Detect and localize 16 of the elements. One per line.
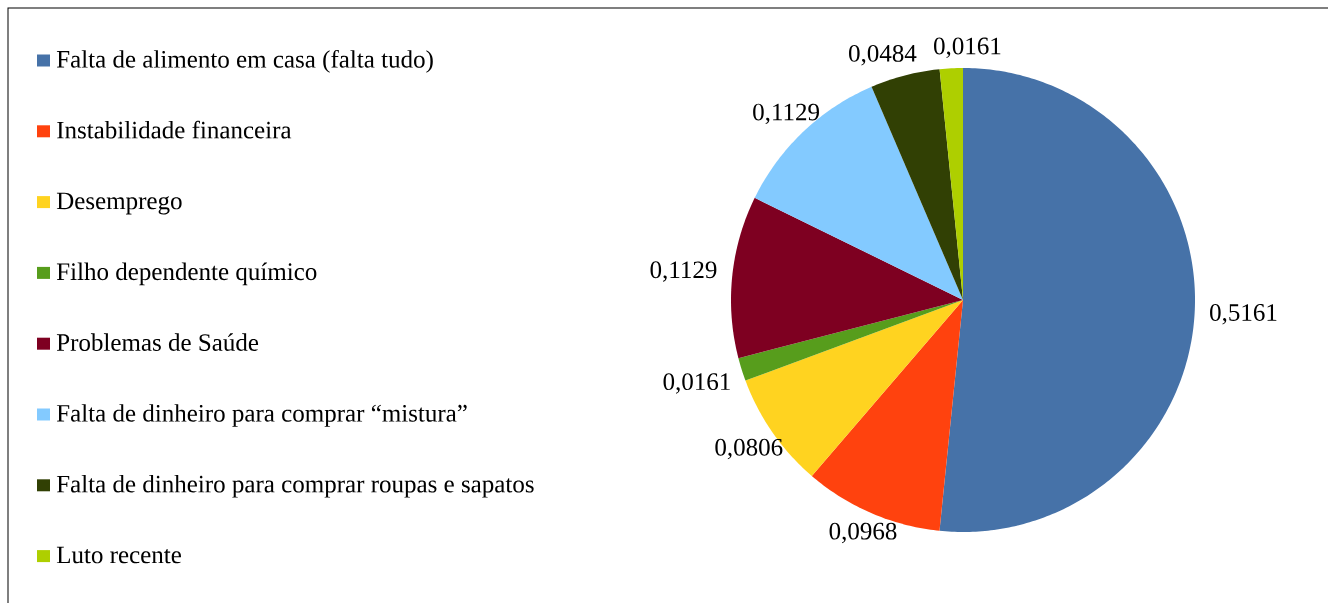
- legend-label: Falta de dinheiro para comprar roupas e sapatos: [56, 474, 534, 498]
- legend-label: Instabilidade financeira: [57, 120, 292, 139]
- data-label: 0,0161: [663, 373, 730, 394]
- legend-label: Filho dependente químico: [56, 262, 317, 286]
- data-label: 0,0968: [829, 522, 897, 544]
- legend-label: Luto recente: [56, 546, 181, 564]
- data-label: 0,0484: [849, 44, 917, 66]
- legend-label: Problemas de Saúde: [56, 333, 259, 351]
- legend-label: Falta de dinheiro para comprar “mistura”: [56, 404, 467, 427]
- data-label: 0,0161: [934, 37, 1001, 59]
- data-label: 0,1129: [753, 103, 819, 125]
- legend-label: Falta de alimento em casa (falta tudo): [56, 49, 433, 73]
- data-label: 0,0806: [715, 438, 783, 460]
- legend-label: Desemprego: [56, 192, 182, 215]
- data-label: 0,5161: [1210, 304, 1277, 325]
- data-label: 0,1129: [650, 261, 717, 282]
